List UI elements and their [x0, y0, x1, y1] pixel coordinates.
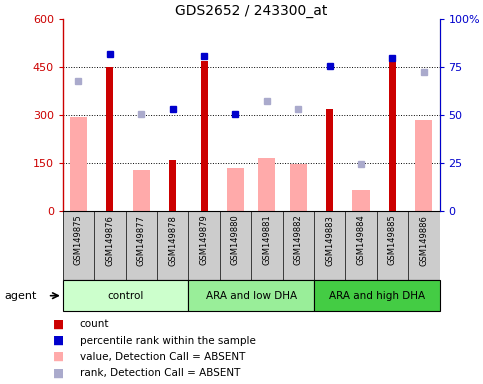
- Bar: [415, 120, 432, 211]
- Bar: [326, 109, 333, 211]
- Text: GSM149876: GSM149876: [105, 215, 114, 265]
- Text: ■: ■: [53, 350, 64, 363]
- Text: value, Detection Call = ABSENT: value, Detection Call = ABSENT: [80, 352, 245, 362]
- Text: GSM149883: GSM149883: [325, 215, 334, 265]
- Text: GSM149886: GSM149886: [419, 215, 428, 265]
- Bar: [188, 280, 314, 311]
- Text: GSM149882: GSM149882: [294, 215, 303, 265]
- Text: agent: agent: [5, 291, 37, 301]
- Text: ARA and high DHA: ARA and high DHA: [328, 291, 425, 301]
- Bar: [200, 61, 208, 211]
- Bar: [70, 117, 87, 211]
- Bar: [290, 164, 307, 211]
- Bar: [353, 190, 369, 211]
- Bar: [314, 280, 440, 311]
- Bar: [63, 280, 188, 311]
- Text: ■: ■: [53, 318, 64, 331]
- Text: GSM149885: GSM149885: [388, 215, 397, 265]
- Text: ■: ■: [53, 334, 64, 347]
- Bar: [258, 159, 275, 211]
- Bar: [133, 170, 150, 211]
- Text: rank, Detection Call = ABSENT: rank, Detection Call = ABSENT: [80, 368, 240, 378]
- Text: GSM149875: GSM149875: [74, 215, 83, 265]
- Text: GSM149878: GSM149878: [168, 215, 177, 265]
- Title: GDS2652 / 243300_at: GDS2652 / 243300_at: [175, 4, 327, 18]
- Bar: [106, 66, 114, 211]
- Text: GSM149881: GSM149881: [262, 215, 271, 265]
- Text: GSM149880: GSM149880: [231, 215, 240, 265]
- Text: ARA and low DHA: ARA and low DHA: [206, 291, 297, 301]
- Bar: [389, 60, 396, 211]
- Text: control: control: [107, 291, 144, 301]
- Text: GSM149879: GSM149879: [199, 215, 209, 265]
- Bar: [227, 168, 244, 211]
- Bar: [169, 160, 176, 211]
- Text: ■: ■: [53, 366, 64, 379]
- Text: count: count: [80, 319, 109, 329]
- Text: GSM149884: GSM149884: [356, 215, 366, 265]
- Text: GSM149877: GSM149877: [137, 215, 146, 265]
- Text: percentile rank within the sample: percentile rank within the sample: [80, 336, 256, 346]
